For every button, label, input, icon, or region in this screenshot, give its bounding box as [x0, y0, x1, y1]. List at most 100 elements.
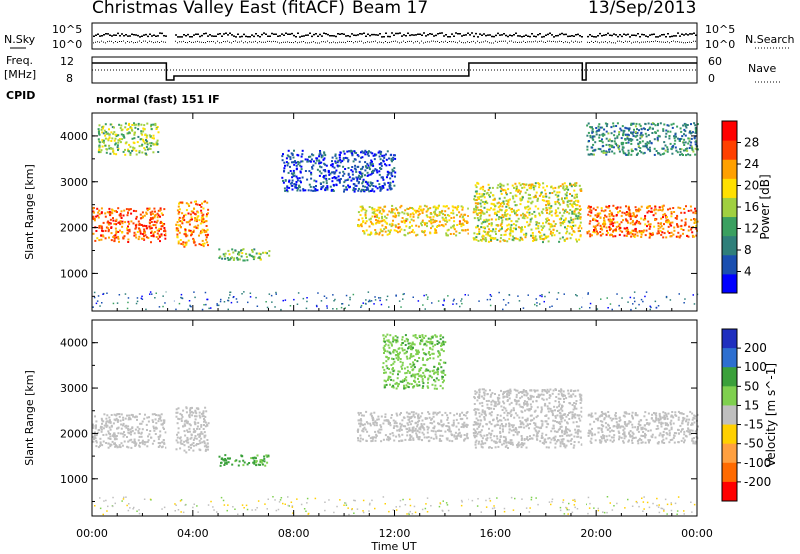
power-echo-cell [538, 214, 541, 217]
power-ground-cell [556, 298, 558, 300]
power-echo-cell [325, 164, 328, 167]
power-echo-cell [95, 230, 98, 232]
velocity-echo-cell [357, 411, 360, 414]
power-echo-cell [134, 126, 137, 129]
power-echo-cell [190, 201, 193, 204]
velocity-echo-cell [440, 424, 443, 427]
velocity-echo-cell [116, 413, 119, 416]
power-echo-cell [670, 212, 673, 215]
power-ground-cell [228, 297, 230, 299]
velocity-echo-cell [370, 440, 373, 443]
velocity-echo-cell [526, 400, 529, 403]
power-echo-cell [639, 124, 642, 127]
power-echo-cell [548, 192, 551, 195]
power-echo-cell [117, 139, 120, 142]
power-echo-cell [591, 126, 593, 129]
power-echo-cell [194, 219, 197, 222]
power-echo-cell [311, 166, 313, 169]
power-echo-cell [462, 229, 465, 232]
velocity-echo-cell [416, 423, 419, 426]
power-ground-cell [95, 302, 98, 305]
noise-tick-right-top: 10^5 [705, 23, 735, 36]
power-echo-cell [678, 140, 681, 142]
power-echo-cell [242, 259, 245, 262]
velocity-echo-cell [540, 411, 543, 414]
velocity-echo-cell [138, 445, 141, 448]
power-echo-cell [494, 205, 497, 207]
power-echo-cell [101, 234, 104, 237]
power-echo-cell [488, 194, 490, 197]
power-echo-cell [366, 171, 369, 174]
power-echo-cell [378, 211, 381, 214]
power-echo-cell [148, 147, 151, 150]
power-echo-cell [612, 146, 615, 149]
power-echo-cell [425, 214, 428, 217]
power-echo-cell [415, 211, 417, 214]
power-echo-cell [100, 225, 103, 228]
velocity-echo-cell [449, 430, 452, 433]
power-echo-cell [122, 214, 125, 217]
velocity-echo-cell [153, 439, 156, 442]
power-echo-cell [673, 229, 676, 232]
power-echo-cell [436, 214, 438, 217]
power-echo-cell [616, 221, 619, 224]
velocity-echo-cell [417, 420, 419, 423]
power-echo-cell [143, 214, 146, 217]
power-echo-cell [639, 137, 642, 140]
power-echo-cell [177, 224, 180, 227]
power-colorbar-band [722, 197, 737, 218]
velocity-echo-cell [105, 442, 108, 444]
velocity-echo-cell [572, 390, 575, 393]
power-echo-cell [320, 166, 323, 169]
power-echo-cell [455, 214, 458, 217]
power-echo-cell [187, 203, 190, 206]
power-echo-cell [298, 177, 301, 180]
power-echo-cell [287, 149, 290, 152]
power-echo-cell [501, 221, 504, 224]
velocity-echo-cell [399, 422, 402, 425]
power-echo-cell [497, 184, 500, 187]
velocity-echo-cell [556, 414, 559, 417]
power-echo-cell [592, 207, 595, 210]
velocity-echo-cell [179, 412, 182, 415]
velocity-echo-cell [561, 434, 564, 437]
velocity-echo-cell [371, 416, 374, 419]
power-ground-cell [349, 298, 351, 301]
power-echo-cell [686, 124, 689, 126]
power-echo-cell [617, 211, 620, 214]
velocity-echo-cell [561, 442, 564, 445]
velocity-echo-cell [565, 415, 568, 418]
velocity-echo-cell [395, 412, 398, 415]
power-echo-cell [478, 230, 481, 233]
power-echo-cell [391, 204, 394, 207]
power-echo-cell [667, 124, 670, 127]
power-echo-cell [107, 228, 110, 231]
power-ground-cell [323, 295, 326, 297]
power-echo-cell [128, 122, 131, 125]
power-echo-cell [630, 122, 633, 125]
power-echo-cell [341, 160, 344, 163]
power-echo-cell [354, 168, 357, 171]
power-echo-cell [646, 129, 649, 131]
power-ground-cell [655, 306, 658, 309]
power-echo-cell [670, 231, 673, 234]
power-echo-cell [556, 191, 559, 194]
power-echo-cell [181, 212, 184, 215]
velocity-echo-cell [365, 410, 368, 413]
power-echo-cell [521, 183, 524, 185]
velocity-echo-cell [359, 412, 362, 414]
power-echo-cell [626, 232, 629, 235]
power-echo-cell [351, 154, 354, 157]
power-echo-cell [299, 164, 302, 167]
power-ground-cell [539, 294, 541, 297]
velocity-echo-cell [163, 442, 166, 445]
velocity-echo-cell [553, 430, 556, 433]
power-echo-cell [474, 184, 477, 187]
velocity-echo-cell [138, 435, 141, 438]
power-echo-cell [661, 153, 664, 156]
power-echo-cell [417, 216, 420, 219]
power-echo-cell [140, 217, 143, 219]
velocity-echo-cell [357, 439, 360, 442]
power-echo-cell [365, 151, 368, 154]
power-echo-cell [250, 255, 253, 258]
